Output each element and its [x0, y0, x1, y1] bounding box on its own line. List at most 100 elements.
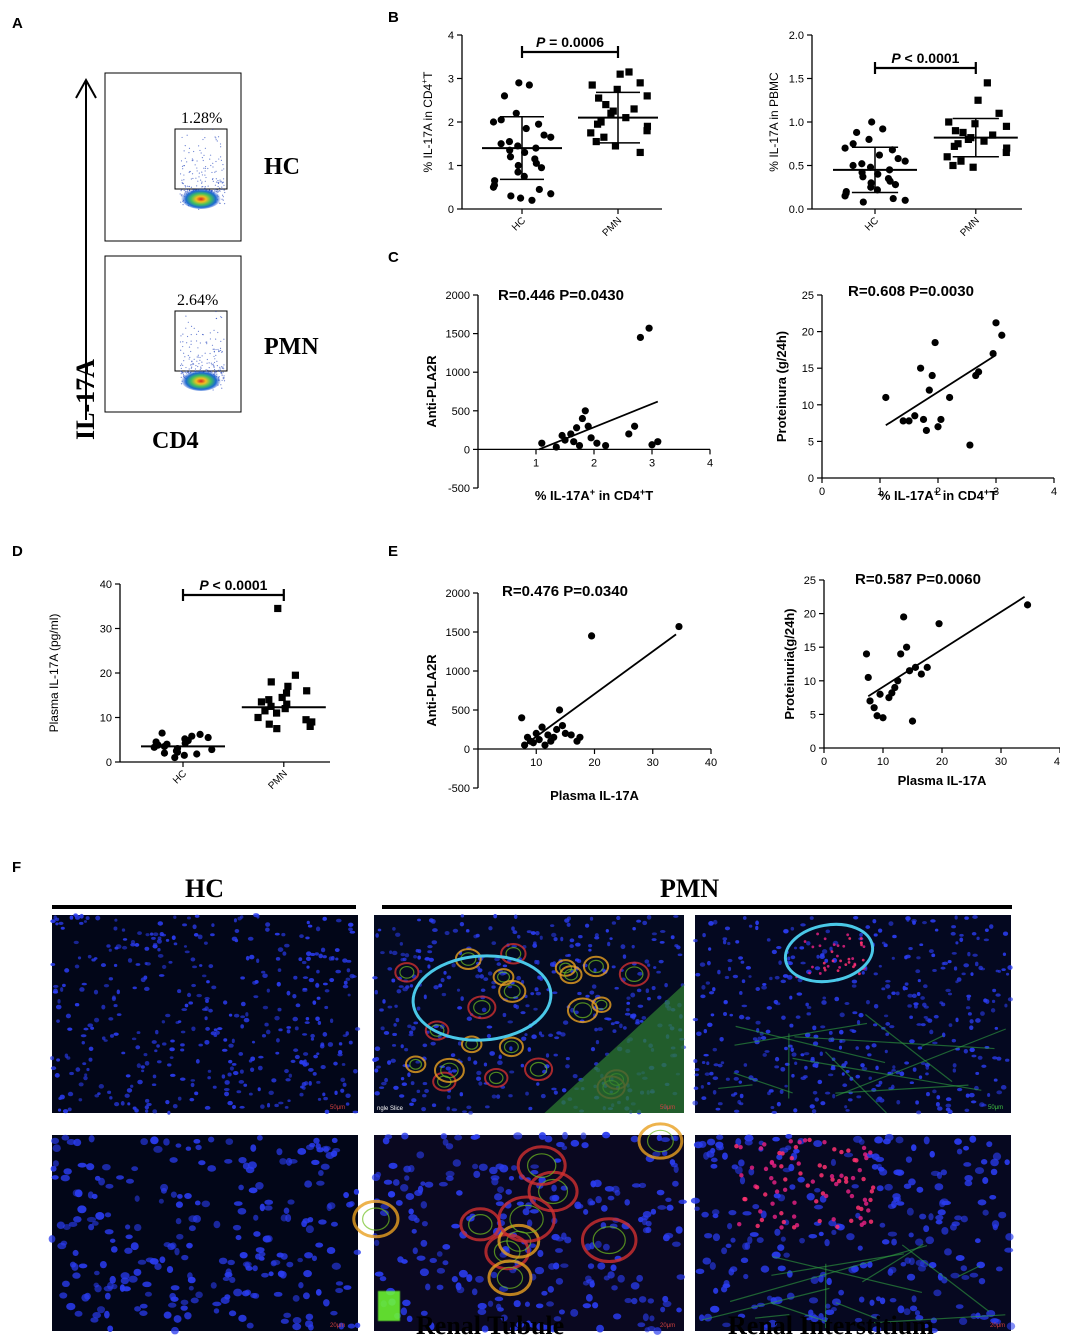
data-point [592, 137, 600, 146]
y-tick-label: 20 [802, 327, 814, 339]
data-point [879, 125, 887, 133]
cell-population-blob [181, 369, 221, 391]
y-tick-label: -500 [448, 783, 470, 795]
data-point [937, 415, 945, 424]
data-point [951, 127, 960, 135]
correlation-annotation: R=0.446 P=0.0430 [498, 287, 624, 304]
y-tick-label: 15 [802, 363, 814, 375]
scale-bar-label: 50μm [330, 1105, 345, 1111]
panel-label-e: E [388, 543, 398, 560]
data-point [949, 161, 957, 170]
data-point [648, 441, 656, 449]
data-point [946, 393, 954, 402]
correlation-annotation: R=0.476 P=0.0340 [502, 583, 628, 600]
data-point [980, 137, 988, 145]
group-label-pmn: PMN [264, 334, 319, 360]
data-point [265, 696, 273, 704]
regression-line [867, 596, 1026, 698]
data-point [971, 120, 979, 128]
arrow-head [75, 77, 97, 99]
data-point [654, 438, 662, 446]
data-point [535, 185, 543, 194]
data-point [625, 68, 633, 76]
data-point [587, 129, 595, 137]
immunofluorescence-panel: HC PMN 50μm 50μm 50μm ngle Slice 20μm 20… [48, 874, 1016, 1339]
data-point [489, 118, 498, 126]
scale-bar-label: 50μm [988, 1105, 1003, 1111]
data-point [537, 164, 546, 172]
data-point [291, 671, 300, 679]
data-point [964, 135, 972, 143]
data-point [899, 417, 907, 425]
data-point [862, 650, 871, 658]
y-tick-label: 1500 [446, 627, 470, 639]
data-point [588, 81, 596, 89]
data-point [1003, 144, 1011, 152]
data-point [538, 439, 546, 447]
y-tick-label: 1 [448, 161, 454, 173]
data-point [849, 140, 857, 148]
data-point [917, 364, 925, 372]
x-tick-label: 40 [705, 757, 717, 769]
data-point [923, 663, 931, 671]
data-point [518, 714, 526, 722]
data-point [849, 161, 857, 170]
data-point [859, 173, 867, 181]
y-tick-label: 1.5 [789, 74, 804, 86]
x-tick-label: 10 [530, 757, 542, 769]
data-point [593, 439, 601, 447]
data-point [931, 338, 939, 347]
y-axis-label: Anti-PLA2R [424, 355, 439, 428]
data-point [535, 736, 543, 744]
data-point [576, 733, 584, 741]
data-point [272, 709, 281, 717]
data-point [516, 194, 525, 202]
data-point [261, 707, 269, 715]
image-interstitium-high [690, 1133, 1016, 1334]
y-tick-label: 30 [100, 624, 112, 636]
tubule-highlight-circle [411, 954, 553, 1042]
group-label-hc: HC [264, 154, 300, 180]
x-tick-label: 0 [819, 486, 825, 498]
data-point [864, 673, 872, 682]
data-point [521, 148, 529, 157]
data-point [306, 722, 314, 730]
flow-cytometry-panel: IL-17A CD4 1.28% HC 2.64% PMN [71, 72, 319, 454]
scale-bar-label: 50μm [660, 1105, 675, 1111]
data-point [643, 127, 651, 135]
y-tick-label: 0 [464, 444, 470, 456]
y-tick-label: 15 [804, 642, 816, 654]
data-point [505, 137, 514, 146]
y-tick-label: 4 [448, 30, 454, 42]
data-point [254, 713, 262, 722]
x-axis-label: Plasma IL-17A [898, 773, 987, 788]
data-point [873, 712, 881, 720]
data-point [181, 739, 189, 747]
y-tick-label: 1.0 [789, 117, 804, 129]
x-tick-label: 30 [995, 756, 1007, 768]
x-axis-label: % IL-17A+ in CD4+T [535, 487, 653, 503]
panel-label-d: D [12, 543, 23, 560]
data-point [283, 700, 291, 708]
data-point [558, 722, 567, 730]
scale-bar-label: 20μm [990, 1323, 1005, 1329]
data-point [935, 620, 943, 628]
data-point [267, 678, 275, 686]
data-point [257, 698, 266, 706]
gate-percentage: 1.28% [181, 110, 222, 127]
cd4-axis-label: CD4 [152, 428, 199, 454]
regression-line [524, 633, 677, 746]
x-tick-label: 40 [1054, 756, 1060, 768]
data-point [966, 441, 974, 449]
data-point [1023, 601, 1032, 609]
x-tick-label: HC [510, 215, 528, 233]
data-point [553, 725, 561, 734]
data-point [600, 133, 608, 141]
x-tick-label: 3 [993, 486, 999, 498]
y-tick-label: 40 [100, 579, 112, 591]
data-point [575, 441, 584, 450]
x-tick-label: 1 [533, 457, 539, 469]
data-point [587, 632, 596, 640]
data-point [567, 731, 575, 739]
p-value-annotation: P < 0.0001 [891, 50, 959, 66]
